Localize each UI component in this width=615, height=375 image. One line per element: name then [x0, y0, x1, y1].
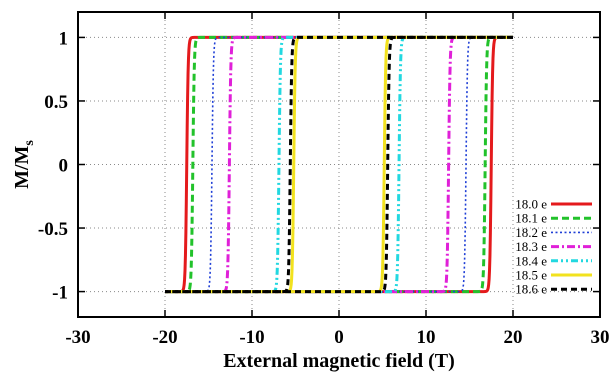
legend-item-label: 18.1 e	[515, 211, 547, 226]
series-layer	[163, 35, 515, 294]
y-tick-label: -1	[52, 283, 68, 304]
series-line-ascending	[163, 35, 515, 294]
x-tick-label: -20	[152, 327, 177, 348]
x-tick-label: -10	[239, 327, 264, 348]
y-axis-title-main: M/M	[11, 145, 33, 188]
legend: 18.0 e18.1 e18.2 e18.3 e18.4 e18.5 e18.6…	[515, 197, 592, 297]
legend-item-label: 18.3 e	[515, 239, 547, 254]
x-tick-label: 10	[417, 327, 436, 348]
y-axis-title-subscript: s	[22, 140, 37, 146]
legend-item-label: 18.0 e	[515, 197, 547, 212]
legend-item-label: 18.6 e	[515, 282, 547, 297]
x-tick-label: 20	[504, 327, 523, 348]
y-tick-label: -0.5	[38, 219, 68, 240]
y-axis-title: M/Ms	[11, 140, 37, 189]
y-tick-label: 1	[59, 28, 69, 49]
x-tick-label: 30	[591, 327, 610, 348]
legend-item-label: 18.2 e	[515, 225, 547, 240]
x-tick-label: -30	[65, 327, 90, 348]
series-line-descending	[163, 35, 515, 294]
y-tick-label: 0.5	[44, 92, 68, 113]
x-axis-title: External magnetic field (T)	[223, 350, 455, 372]
y-tick-label: 0	[59, 156, 69, 177]
x-tick-label: 0	[334, 327, 344, 348]
legend-item-label: 18.5 e	[515, 268, 547, 283]
legend-item-label: 18.4 e	[515, 253, 547, 268]
tick-layer: -30 -20 -10 0 10 20 30 -1 -0.5 0 0.5 1	[38, 12, 610, 348]
